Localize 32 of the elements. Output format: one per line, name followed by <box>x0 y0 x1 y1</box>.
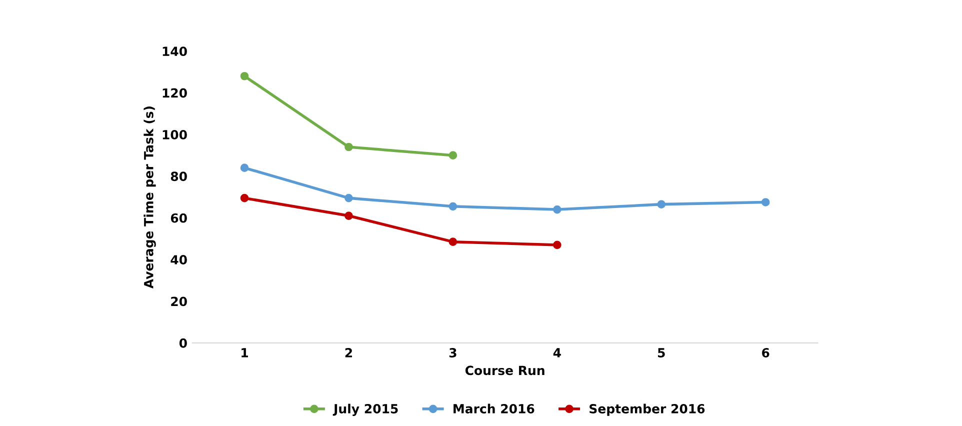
x-tick-label: 2 <box>345 348 352 358</box>
point <box>344 142 353 152</box>
x-axis-title: Course Run <box>465 366 544 376</box>
point <box>448 151 458 160</box>
legend-label: September 2016 <box>590 404 705 416</box>
y-tick-label: 40 <box>170 255 187 264</box>
point <box>448 202 458 211</box>
x-tick-label: 1 <box>242 348 248 358</box>
point <box>240 72 249 80</box>
x-tick-label: 5 <box>658 348 665 358</box>
point <box>344 194 353 202</box>
y-tick-label: 20 <box>171 296 187 306</box>
y-tick-label: 140 <box>162 46 187 56</box>
y-tick-label: 60 <box>170 213 187 223</box>
legend-label: July 2015 <box>332 404 398 416</box>
point <box>344 212 353 220</box>
point <box>240 164 249 172</box>
legend-label: March 2016 <box>454 404 534 414</box>
x-tick-label: 3 <box>449 348 456 358</box>
point <box>761 198 770 206</box>
y-tick-label: 80 <box>170 172 187 182</box>
point <box>552 205 562 214</box>
y-axis-title: Average Time per Task (s) <box>144 106 156 289</box>
point <box>657 200 666 208</box>
x-tick-label: 6 <box>762 348 770 358</box>
point <box>240 194 249 202</box>
y-tick-label: 100 <box>162 130 187 140</box>
y-tick-label: 0 <box>179 338 187 348</box>
point <box>552 240 562 250</box>
x-tick-label: 4 <box>553 348 561 358</box>
point <box>448 238 458 246</box>
y-tick-label: 120 <box>162 88 187 98</box>
